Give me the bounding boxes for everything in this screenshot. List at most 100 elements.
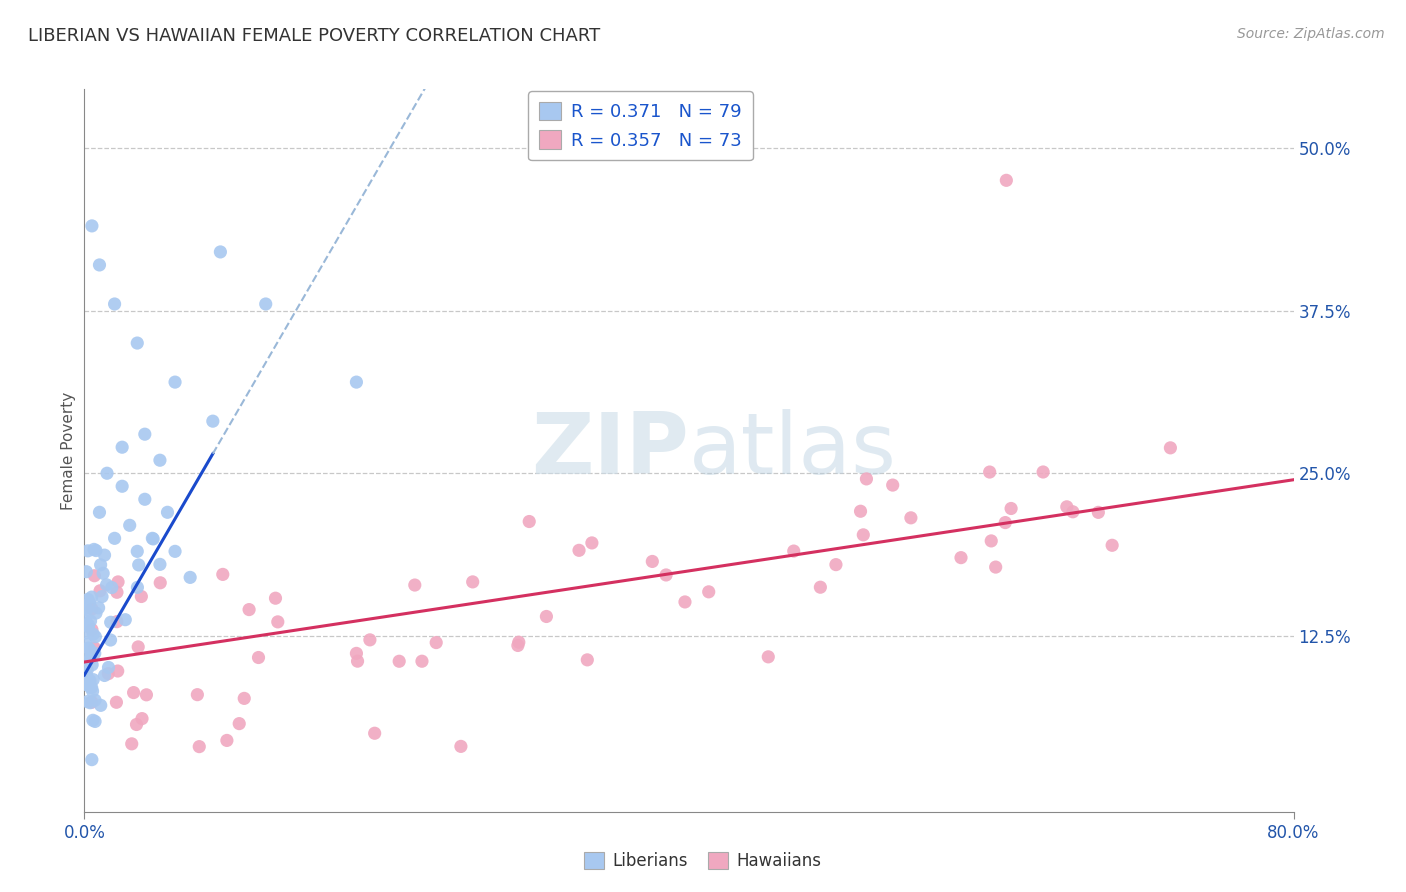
Point xyxy=(517,515,540,529)
Point xyxy=(1032,465,1054,479)
Point xyxy=(105,695,128,709)
Point xyxy=(75,626,97,640)
Legend: Liberians, Hawaiians: Liberians, Hawaiians xyxy=(578,845,828,877)
Point xyxy=(122,685,145,699)
Point xyxy=(188,739,211,754)
Point xyxy=(100,615,122,630)
Point xyxy=(128,558,150,572)
Point xyxy=(77,618,100,632)
Point xyxy=(506,639,529,653)
Point xyxy=(118,518,141,533)
Point xyxy=(75,601,97,615)
Point xyxy=(228,716,250,731)
Point xyxy=(105,615,128,629)
Point xyxy=(83,568,105,582)
Point xyxy=(84,693,107,707)
Point xyxy=(1159,441,1181,455)
Point xyxy=(149,453,172,467)
Point xyxy=(404,578,426,592)
Point xyxy=(104,532,127,546)
Point xyxy=(135,688,157,702)
Point xyxy=(1000,501,1022,516)
Point xyxy=(900,511,922,525)
Point xyxy=(131,590,153,604)
Point xyxy=(1101,538,1123,552)
Point xyxy=(79,614,101,628)
Point xyxy=(97,660,120,674)
Point xyxy=(994,516,1017,530)
Point xyxy=(142,532,165,546)
Point xyxy=(84,543,107,558)
Point xyxy=(201,414,224,428)
Point xyxy=(238,602,260,616)
Point xyxy=(581,536,603,550)
Point xyxy=(83,640,105,655)
Point xyxy=(89,505,111,519)
Point xyxy=(75,565,97,579)
Point xyxy=(576,653,599,667)
Point xyxy=(107,664,129,678)
Point xyxy=(76,695,98,709)
Point xyxy=(82,684,104,698)
Point xyxy=(80,602,103,616)
Point xyxy=(346,375,368,389)
Point xyxy=(165,375,187,389)
Point xyxy=(89,258,111,272)
Point xyxy=(77,619,100,633)
Point xyxy=(79,673,101,688)
Point xyxy=(84,606,107,620)
Point xyxy=(77,641,100,656)
Point xyxy=(76,602,98,616)
Point xyxy=(100,581,122,595)
Point xyxy=(1056,500,1078,514)
Point xyxy=(100,633,122,648)
Point xyxy=(756,649,779,664)
Point xyxy=(80,219,103,233)
Point xyxy=(97,666,120,681)
Point xyxy=(247,650,270,665)
Point xyxy=(80,651,103,665)
Point xyxy=(697,584,720,599)
Point xyxy=(134,492,156,507)
Point xyxy=(111,479,134,493)
Point xyxy=(84,714,107,729)
Point xyxy=(76,652,98,666)
Point xyxy=(233,691,256,706)
Point xyxy=(1087,505,1109,519)
Point xyxy=(79,696,101,710)
Point xyxy=(995,173,1018,187)
Point xyxy=(107,574,129,589)
Point xyxy=(96,467,118,481)
Point xyxy=(80,623,103,637)
Point xyxy=(127,544,149,558)
Point xyxy=(855,472,877,486)
Point xyxy=(93,548,115,562)
Point xyxy=(87,600,110,615)
Point xyxy=(83,542,105,557)
Point xyxy=(882,478,904,492)
Y-axis label: Female Poverty: Female Poverty xyxy=(60,392,76,509)
Point xyxy=(641,554,664,568)
Legend: R = 0.371   N = 79, R = 0.357   N = 73: R = 0.371 N = 79, R = 0.357 N = 73 xyxy=(529,91,754,161)
Point xyxy=(76,592,98,607)
Point xyxy=(77,672,100,686)
Point xyxy=(84,630,107,644)
Point xyxy=(209,244,232,259)
Text: LIBERIAN VS HAWAIIAN FEMALE POVERTY CORRELATION CHART: LIBERIAN VS HAWAIIAN FEMALE POVERTY CORR… xyxy=(28,27,600,45)
Point xyxy=(82,673,104,687)
Point xyxy=(363,726,385,740)
Point xyxy=(80,681,103,695)
Point xyxy=(75,666,97,681)
Point xyxy=(411,654,433,668)
Point xyxy=(134,427,156,442)
Point xyxy=(568,543,591,558)
Text: Source: ZipAtlas.com: Source: ZipAtlas.com xyxy=(1237,27,1385,41)
Point xyxy=(1062,505,1084,519)
Point xyxy=(80,753,103,767)
Point xyxy=(91,566,114,581)
Point xyxy=(979,465,1001,479)
Point xyxy=(267,615,290,629)
Point xyxy=(425,635,447,649)
Point xyxy=(254,297,277,311)
Point xyxy=(461,574,484,589)
